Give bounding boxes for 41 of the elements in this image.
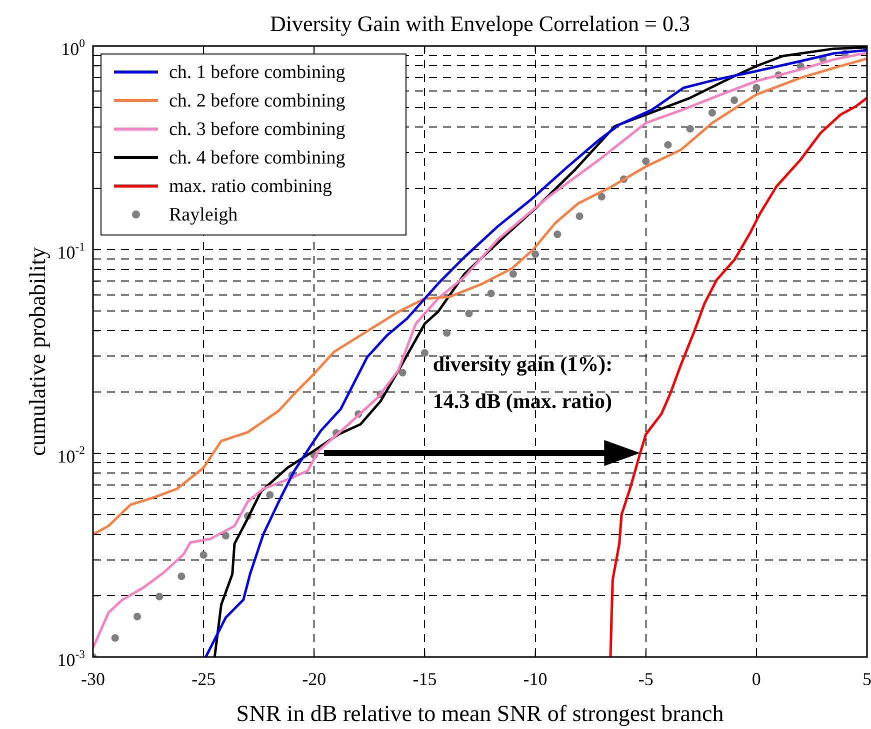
chart-title: Diversity Gain with Envelope Correlation = 0.3	[270, 11, 690, 36]
x-tick-label: 5	[862, 669, 871, 689]
legend-label: ch. 3 before combining	[169, 119, 346, 140]
point	[420, 349, 429, 357]
x-tick-label: -10	[523, 669, 548, 689]
point	[266, 491, 274, 499]
x-tick-label: -25	[192, 669, 216, 689]
point	[598, 192, 606, 200]
point	[752, 84, 760, 92]
legend-label: Rayleigh	[169, 204, 238, 226]
legend-label: ch. 4 before combining	[169, 148, 346, 168]
point	[156, 592, 164, 600]
annotation: diversity gain (1%): 14.3 dB (max. ratio)	[432, 352, 613, 413]
point	[686, 125, 694, 133]
point	[398, 368, 406, 376]
legend-label: ch. 1 before combining	[169, 62, 346, 83]
x-tick-label: -20	[302, 669, 326, 689]
point	[576, 212, 584, 220]
legend-label: max. ratio combining	[169, 176, 333, 197]
point	[531, 250, 540, 258]
point	[222, 532, 230, 540]
point	[730, 96, 738, 104]
x-tick-label: -30	[81, 669, 106, 689]
y-axis-title: cumulative probability	[25, 246, 50, 456]
x-axis-title: SNR in dB relative to mean SNR of strongest branch	[236, 701, 724, 726]
point	[200, 551, 208, 559]
point	[133, 612, 142, 620]
point	[664, 141, 672, 149]
x-tick-label: -5	[638, 669, 654, 689]
x-tick-label: 0	[752, 669, 761, 689]
point	[509, 270, 517, 278]
point	[178, 572, 186, 580]
point	[111, 634, 119, 642]
point	[465, 310, 473, 318]
legend-label: ch. 2 before combining	[169, 90, 346, 112]
point	[642, 157, 650, 165]
x-tick-label: -15	[412, 669, 437, 689]
point	[487, 290, 495, 298]
point	[554, 230, 562, 238]
point	[708, 108, 716, 117]
point	[443, 329, 451, 337]
